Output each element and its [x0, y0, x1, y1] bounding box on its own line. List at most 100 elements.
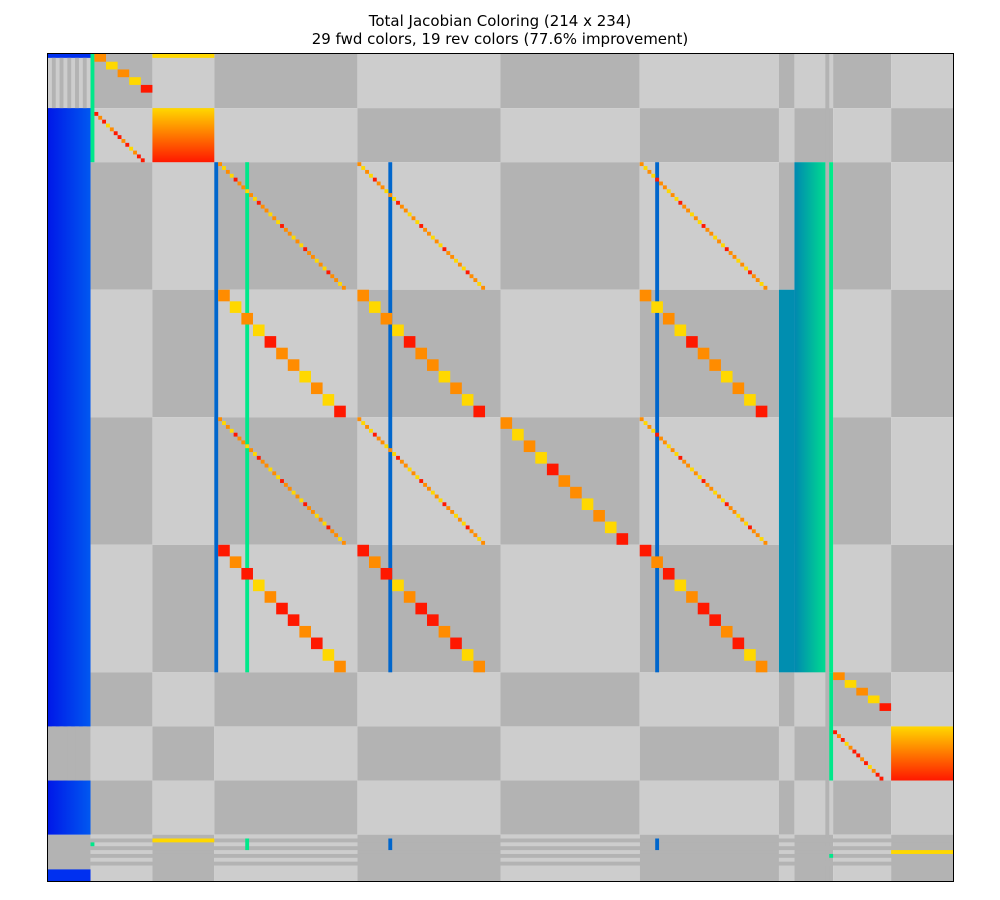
- diagonal-entry-mark: [233, 432, 238, 437]
- diagonal-entry-mark: [388, 448, 393, 453]
- diagonal-entry-mark: [365, 169, 370, 174]
- diagonal-entry-mark: [427, 486, 431, 491]
- diagonal-entry-mark: [334, 533, 339, 538]
- block-cell: [90, 54, 153, 109]
- block-cell: [152, 780, 215, 835]
- diagonal-entry-mark: [477, 282, 482, 286]
- block-cell: [833, 162, 892, 290]
- sparse-column-mark: [825, 54, 830, 881]
- diagonal-block-mark: [438, 625, 451, 638]
- vertical-line-mark: [655, 162, 660, 673]
- diagonal-entry-mark: [473, 278, 478, 283]
- vertical-line-mark: [829, 672, 834, 781]
- diagonal-entry-mark: [403, 463, 408, 468]
- diagonal-block-mark: [512, 428, 524, 441]
- diagonal-entry-mark: [705, 482, 710, 487]
- block-cell: [214, 672, 358, 727]
- block-cell: [639, 54, 779, 109]
- diagonal-entry-mark: [469, 274, 474, 279]
- diagonal-entry-mark: [252, 196, 257, 201]
- block-cell: [152, 289, 215, 418]
- diagonal-entry-mark: [643, 421, 648, 425]
- diagonal-entry-mark: [314, 258, 319, 263]
- diagonal-entry-mark: [438, 498, 443, 503]
- block-cell: [214, 780, 358, 835]
- block-cell: [639, 162, 779, 290]
- diagonal-block-mark: [570, 486, 582, 499]
- diagonal-entry-mark: [446, 251, 451, 255]
- block-cell: [152, 162, 215, 290]
- diagonal-entry-mark: [380, 440, 385, 445]
- diagonal-entry-mark: [728, 251, 733, 255]
- diagonal-entry-mark: [140, 158, 145, 163]
- row-band-mark: [829, 853, 834, 858]
- diagonal-entry-mark: [376, 181, 381, 186]
- diagonal-entry-mark: [670, 193, 675, 197]
- diagonal-entry-mark: [98, 115, 103, 120]
- vertical-line-mark: [245, 162, 250, 673]
- diagonal-block-mark: [639, 289, 652, 302]
- diagonal-block-mark: [403, 336, 416, 348]
- diagonal-entry-mark: [330, 529, 335, 534]
- diagonal-entry-mark: [129, 146, 134, 151]
- diagonal-block-mark: [535, 452, 547, 464]
- diagonal-entry-mark: [291, 490, 296, 495]
- block-cell: [90, 289, 153, 418]
- diagonal-block-mark: [427, 614, 439, 626]
- block-cell: [891, 672, 953, 727]
- row-band-mark: [245, 838, 250, 851]
- diagonal-entry-mark: [848, 745, 853, 750]
- diagonal-block-mark: [500, 417, 513, 429]
- block-cell: [90, 672, 153, 727]
- diagonal-entry-mark: [392, 452, 397, 456]
- diagonal-entry-mark: [755, 533, 760, 538]
- diagonal-entry-mark: [697, 220, 702, 225]
- row-band-mark: [90, 842, 95, 847]
- block-cell: [778, 108, 795, 163]
- diagonal-entry-mark: [280, 224, 284, 228]
- diagonal-block-mark: [604, 521, 617, 534]
- diagonal-entry-mark: [299, 498, 304, 503]
- diagonal-entry-mark: [287, 231, 292, 236]
- diagonal-entry-mark: [473, 533, 478, 538]
- diagonal-entry-mark: [833, 730, 837, 735]
- diagonal-entry-mark: [763, 285, 768, 290]
- diagonal-entry-mark: [283, 227, 288, 232]
- diagonal-entry-mark: [272, 471, 277, 476]
- row-band-mark: [655, 838, 660, 851]
- diagonal-entry-mark: [736, 513, 741, 518]
- diagonal-entry-mark: [372, 177, 377, 182]
- diagonal-entry-mark: [249, 448, 253, 453]
- row-band-mark: [152, 838, 215, 843]
- diagonal-block-mark: [461, 394, 474, 406]
- diagonal-block-mark: [310, 637, 323, 650]
- block-cell: [639, 108, 779, 163]
- diagonal-block-mark: [427, 359, 439, 371]
- diagonal-entry-mark: [717, 239, 721, 244]
- block-cell: [891, 544, 953, 673]
- diagonal-entry-mark: [326, 270, 331, 275]
- diagonal-entry-mark: [457, 517, 462, 522]
- diagonal-entry-mark: [338, 537, 342, 541]
- diagonal-entry-mark: [276, 475, 281, 480]
- diagonal-block-mark: [129, 77, 141, 85]
- block-cell: [891, 289, 953, 418]
- diagonal-block-mark: [856, 687, 868, 696]
- diagonal-entry-mark: [875, 772, 880, 777]
- diagonal-block-mark: [380, 567, 393, 580]
- vertical-line-mark: [90, 54, 95, 163]
- diagonal-entry-mark: [295, 239, 300, 244]
- diagonal-entry-mark: [751, 529, 756, 534]
- diagonal-entry-mark: [415, 220, 420, 225]
- diagonal-entry-mark: [724, 247, 729, 252]
- diagonal-entry-mark: [222, 166, 226, 170]
- diagonal-entry-mark: [256, 455, 261, 460]
- diagonal-entry-mark: [852, 749, 857, 754]
- diagonal-block-mark: [639, 544, 652, 557]
- diagonal-entry-mark: [268, 467, 273, 472]
- diagonal-entry-mark: [442, 502, 447, 507]
- diagonal-block-mark: [322, 649, 335, 661]
- diagonal-entry-mark: [678, 455, 683, 460]
- diagonal-entry-mark: [469, 529, 474, 534]
